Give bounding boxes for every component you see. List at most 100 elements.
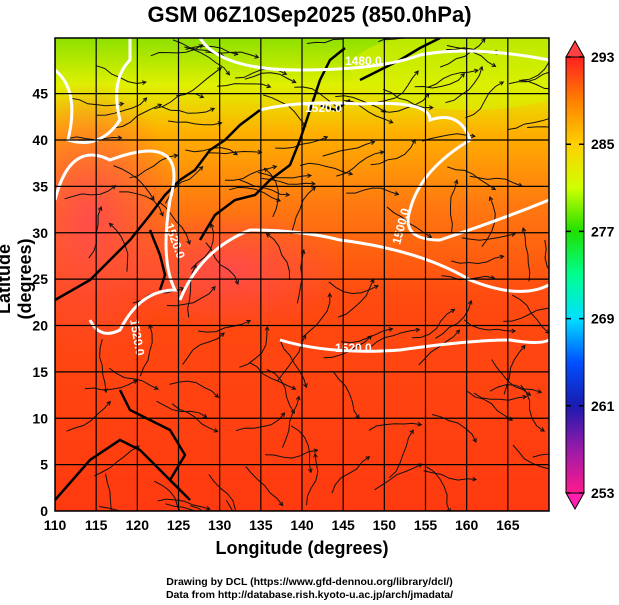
streamline <box>217 83 271 88</box>
streamline <box>94 445 140 477</box>
streamline <box>96 97 147 116</box>
streamline <box>84 379 138 391</box>
streamline-arrow <box>234 280 239 286</box>
streamline-arrow <box>521 226 527 232</box>
streamline-arrow <box>290 409 295 415</box>
streamline-arrow <box>198 44 204 49</box>
colorbar: 293 285 277 269 261 253 <box>565 39 615 511</box>
streamline <box>503 345 526 395</box>
streamline-arrow <box>291 385 297 390</box>
streamline <box>207 150 262 155</box>
streamline-arrow <box>472 437 477 443</box>
x-tick-label: 160 <box>455 517 479 533</box>
streamline <box>229 186 281 202</box>
streamline-arrow <box>210 107 216 112</box>
streamline <box>154 480 181 511</box>
colorbar-min-triangle <box>565 492 585 511</box>
streamline <box>378 38 388 43</box>
streamline-arrow <box>433 33 437 37</box>
streamline-arrow <box>429 105 434 110</box>
streamline-arrow <box>481 38 486 43</box>
streamline-arrow <box>278 501 284 507</box>
x-axis-label: Longitude (degrees) <box>215 538 389 558</box>
streamline-arrow <box>108 222 114 228</box>
streamline <box>119 191 164 216</box>
streamline <box>341 328 393 344</box>
streamline <box>440 38 486 68</box>
streamline-arrow <box>150 195 155 201</box>
streamline-arrow <box>234 515 238 519</box>
contour-label: 1520.0 <box>305 101 342 115</box>
streamline <box>451 255 504 265</box>
streamline-arrow <box>394 191 400 196</box>
y-ticks: 0 5 10 15 20 25 30 35 40 45 <box>32 86 48 519</box>
streamline-arrow <box>365 456 371 461</box>
streamline <box>225 500 234 511</box>
streamline <box>449 180 458 233</box>
x-tick-label: 155 <box>414 517 438 533</box>
streamline <box>282 396 300 448</box>
streamline <box>368 422 422 431</box>
streamline-arrow <box>313 452 318 458</box>
x-tick-label: 115 <box>85 517 108 533</box>
streamline <box>264 167 279 218</box>
streamline <box>139 324 153 377</box>
streamline <box>532 453 549 458</box>
plot-frame <box>54 37 550 512</box>
streamline <box>105 473 113 511</box>
streamline <box>302 293 331 338</box>
streamline-arrow <box>157 103 163 108</box>
streamline-arrow <box>225 70 231 76</box>
streamline <box>165 503 197 511</box>
streamlines <box>64 18 559 526</box>
credit-drawing: Drawing by DCL (https://www.gfd-dennou.o… <box>166 576 453 588</box>
streamline <box>168 120 222 126</box>
streamline <box>322 141 375 157</box>
streamline-arrow <box>471 133 476 139</box>
streamline-arrow <box>414 70 419 76</box>
streamline-arrow <box>272 165 278 170</box>
colorbar-tick-label: 253 <box>591 485 615 501</box>
streamline <box>249 361 296 390</box>
streamline <box>447 166 496 190</box>
streamline <box>465 81 504 119</box>
colorbar-tick-label: 261 <box>591 398 615 414</box>
streamline-arrow <box>115 522 118 526</box>
streamline-arrow <box>526 391 532 396</box>
streamline-arrow <box>474 68 480 74</box>
credit-data: Data from http://database.rish.kyoto-u.a… <box>165 589 454 601</box>
streamline <box>187 264 197 318</box>
streamline <box>265 449 318 459</box>
y-tick-label: 20 <box>32 318 48 334</box>
streamline-arrow <box>491 62 497 67</box>
streamline <box>383 38 412 40</box>
streamline <box>335 95 387 113</box>
streamline-arrow <box>202 413 208 418</box>
streamline-arrow <box>282 70 288 75</box>
streamline-arrow <box>220 332 225 337</box>
streamline <box>380 93 430 113</box>
streamline-arrow <box>370 140 376 145</box>
streamline-arrow <box>521 344 526 350</box>
streamline-arrow <box>173 153 179 159</box>
streamline-arrow <box>144 18 148 22</box>
streamline <box>489 384 542 393</box>
streamline-arrow <box>103 388 108 394</box>
streamline <box>427 69 479 88</box>
streamline <box>190 505 204 511</box>
streamline <box>333 371 360 419</box>
streamline-arrow <box>199 93 205 99</box>
streamline-arrow <box>373 285 379 290</box>
streamline-arrow <box>307 173 313 179</box>
streamline-arrow <box>198 165 204 171</box>
x-tick-label: 130 <box>208 517 232 533</box>
streamline <box>370 139 416 166</box>
streamline-arrow <box>367 335 373 340</box>
streamline-arrow <box>552 44 556 48</box>
streamline-arrow <box>388 119 394 124</box>
streamline <box>205 242 239 285</box>
streamline-arrow <box>555 467 559 471</box>
streamline <box>461 233 516 241</box>
streamline-arrow <box>540 427 545 432</box>
